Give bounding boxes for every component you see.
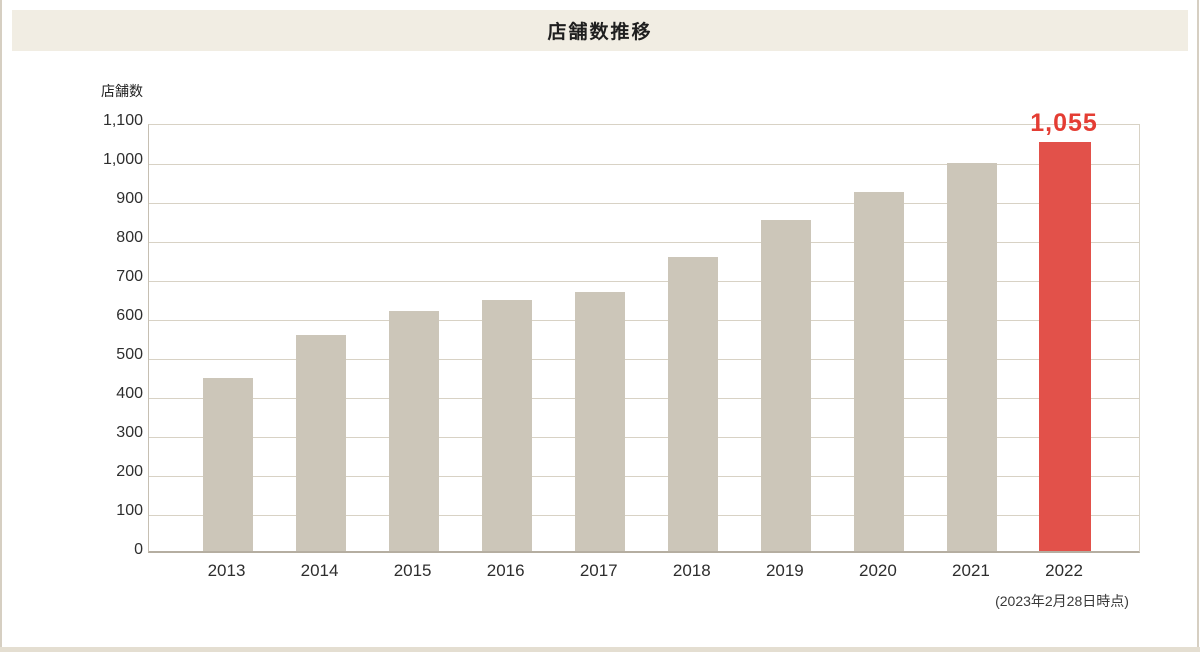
x-tick-label-2021: 2021 [952, 561, 990, 580]
y-tick-label-600: 600 [116, 307, 143, 324]
y-tick-label-200: 200 [116, 463, 143, 480]
y-tick-label-900: 900 [116, 190, 143, 207]
bar-2013 [202, 377, 253, 551]
plot-area [148, 124, 1140, 553]
gridline-400 [149, 398, 1139, 399]
x-tick-label-2013: 2013 [207, 561, 246, 580]
y-axis-title: 店舗数 [101, 83, 143, 99]
x-tick-label-2022: 2022 [1045, 561, 1083, 580]
page-border-right [1197, 0, 1199, 652]
chart-title: 店舗数推移 [547, 22, 653, 43]
bar-2018 [667, 256, 718, 551]
y-tick-label-300: 300 [116, 424, 143, 441]
y-tick-label-0: 0 [134, 541, 143, 558]
y-tick-label-100: 100 [116, 502, 143, 519]
y-tick-label-1000: 1,000 [102, 151, 143, 168]
gridline-300 [149, 437, 1139, 438]
x-tick-label-2015: 2015 [393, 561, 432, 580]
x-tick-label-2017: 2017 [579, 561, 618, 580]
highlight-value-label: 1,055 [1030, 109, 1098, 137]
gridline-200 [149, 476, 1139, 477]
gridline-900 [149, 203, 1139, 204]
bar-2022 [1039, 141, 1092, 551]
bar-2014 [295, 334, 346, 551]
bar-2021 [946, 163, 997, 551]
gridline-600 [149, 320, 1139, 321]
bar-2019 [760, 219, 811, 551]
gridline-800 [149, 242, 1139, 243]
footnote: (2023年2月28日時点) [995, 593, 1129, 609]
y-tick-label-500: 500 [116, 346, 143, 363]
x-tick-label-2016: 2016 [486, 561, 525, 580]
gridline-1000 [149, 164, 1139, 165]
y-tick-label-1100: 1,100 [102, 112, 143, 129]
x-tick-label-2014: 2014 [300, 561, 339, 580]
bar-2017 [574, 291, 625, 551]
gridline-500 [149, 359, 1139, 360]
x-tick-label-2018: 2018 [672, 561, 711, 580]
title-bar: 店舗数推移 [12, 10, 1188, 51]
y-tick-label-800: 800 [116, 229, 143, 246]
page-border-left [0, 0, 2, 652]
gridline-700 [149, 281, 1139, 282]
bar-2015 [388, 311, 439, 551]
y-tick-label-400: 400 [116, 385, 143, 402]
x-tick-label-2020: 2020 [858, 561, 897, 580]
gridline-100 [149, 515, 1139, 516]
bar-2016 [481, 299, 532, 551]
y-tick-label-700: 700 [116, 268, 143, 285]
x-tick-label-2019: 2019 [765, 561, 804, 580]
bar-2020 [853, 192, 904, 551]
page-border-bottom [0, 647, 1200, 652]
